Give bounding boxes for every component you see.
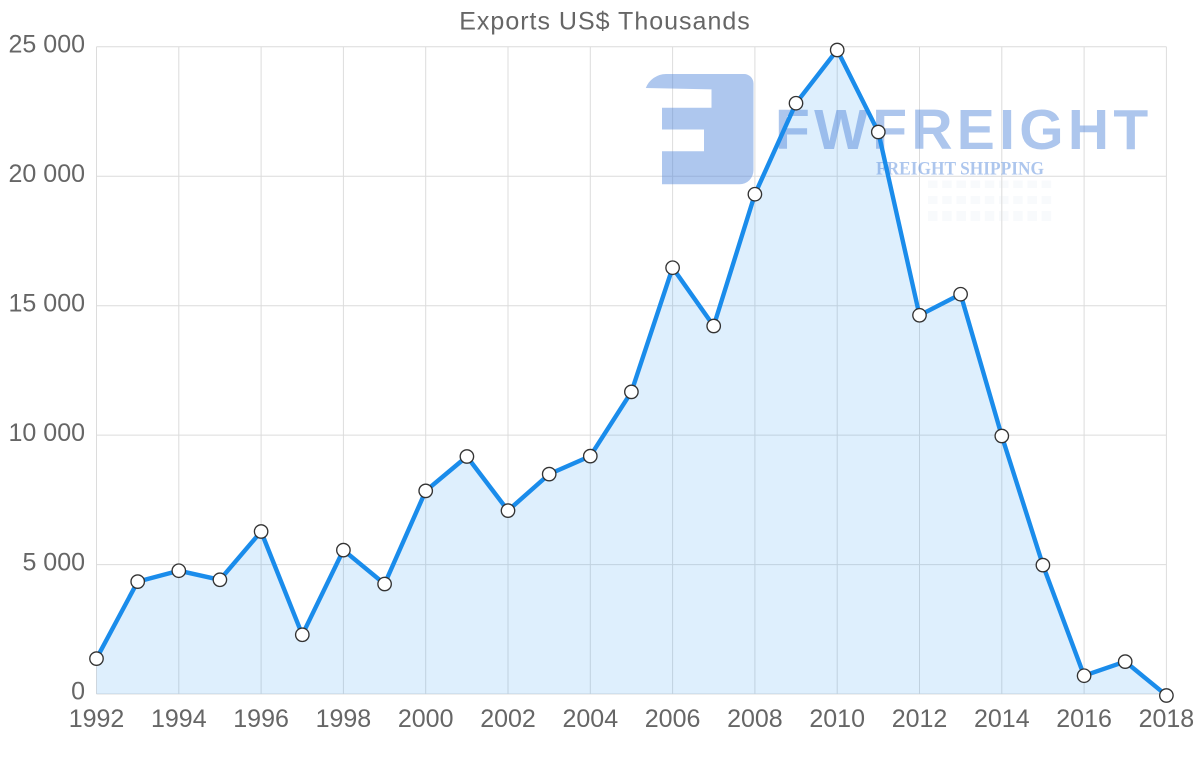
svg-text:5 000: 5 000 xyxy=(22,548,85,576)
svg-text:1992: 1992 xyxy=(69,705,125,733)
svg-text:15 000: 15 000 xyxy=(9,289,85,317)
svg-text:2016: 2016 xyxy=(1056,705,1112,733)
svg-text:20 000: 20 000 xyxy=(9,160,85,188)
svg-text:FREIGHT SHIPPING: FREIGHT SHIPPING xyxy=(876,160,1044,180)
svg-text:1994: 1994 xyxy=(151,705,207,733)
svg-text:2008: 2008 xyxy=(727,705,783,733)
svg-text:2014: 2014 xyxy=(974,705,1030,733)
svg-text:1996: 1996 xyxy=(233,705,289,733)
svg-text:10 000: 10 000 xyxy=(9,419,85,447)
svg-text:0: 0 xyxy=(71,678,85,706)
svg-text:2006: 2006 xyxy=(645,705,701,733)
svg-text:FWFREIGHT: FWFREIGHT xyxy=(775,98,1152,162)
svg-text:Exports US$ Thousands: Exports US$ Thousands xyxy=(459,8,751,36)
svg-text:25 000: 25 000 xyxy=(9,31,85,59)
svg-text:2000: 2000 xyxy=(398,705,454,733)
svg-text:2002: 2002 xyxy=(480,705,536,733)
svg-text:1998: 1998 xyxy=(316,705,372,733)
svg-text:2004: 2004 xyxy=(562,705,618,733)
svg-text:2012: 2012 xyxy=(892,705,948,733)
svg-text:2018: 2018 xyxy=(1139,705,1195,733)
svg-text:2010: 2010 xyxy=(809,705,865,733)
